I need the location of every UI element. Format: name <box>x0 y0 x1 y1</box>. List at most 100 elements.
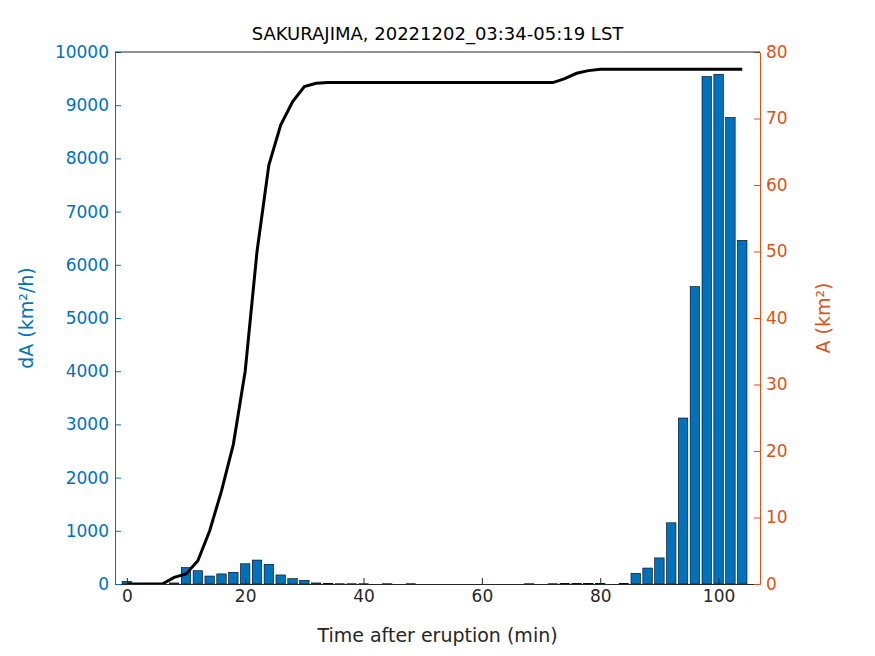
x-axis-title: Time after eruption (min) <box>316 624 557 646</box>
tick-label: 50 <box>766 241 788 261</box>
axis-line <box>116 584 761 585</box>
bar <box>371 584 380 585</box>
tick: 5000 <box>66 308 121 328</box>
tick-label: 7000 <box>66 202 109 222</box>
tick-mark <box>754 318 760 319</box>
tick-label: 10000 <box>55 42 109 62</box>
bar <box>619 583 628 584</box>
tick-mark <box>754 451 760 452</box>
tick-label: 70 <box>766 108 788 128</box>
tick-mark <box>754 252 760 253</box>
y-axis-title: dA (km²/h) <box>15 267 37 369</box>
tick-label: 10 <box>766 507 788 527</box>
tick-mark <box>364 578 365 584</box>
tick-mark <box>115 265 121 266</box>
bar <box>548 583 557 584</box>
axis-line <box>760 53 761 585</box>
tick-label: 2000 <box>66 468 109 488</box>
bar <box>560 583 569 584</box>
bar <box>276 575 285 584</box>
tick-label: 60 <box>472 586 494 606</box>
tick: 0 <box>98 574 121 594</box>
bar <box>465 584 474 585</box>
bar <box>418 584 427 585</box>
bar <box>229 572 238 584</box>
tick: 10000 <box>55 42 121 62</box>
tick: 20 <box>235 578 257 606</box>
bar <box>347 583 356 584</box>
bar <box>584 583 593 584</box>
tick: 40 <box>754 308 788 328</box>
bar <box>489 584 498 585</box>
tick: 2000 <box>66 468 121 488</box>
bar <box>240 564 249 584</box>
bar <box>169 583 178 584</box>
bar <box>205 576 214 584</box>
tick: 80 <box>590 578 612 606</box>
tick: 70 <box>754 108 788 128</box>
tick: 100 <box>703 578 735 606</box>
tick-mark <box>754 185 760 186</box>
tick-label: 80 <box>590 586 612 606</box>
tick-label: 1000 <box>66 521 109 541</box>
tick-label: 20 <box>766 441 788 461</box>
tick-mark <box>115 531 121 532</box>
tick-label: 0 <box>98 574 109 594</box>
bar <box>738 240 747 584</box>
bar <box>631 573 640 584</box>
tick-label: 8000 <box>66 148 109 168</box>
tick-label: 6000 <box>66 255 109 275</box>
bar <box>536 584 545 585</box>
plot-area <box>122 69 747 584</box>
tick: 20 <box>754 441 788 461</box>
bar <box>217 574 226 584</box>
tick-label: 100 <box>703 586 735 606</box>
bar <box>702 76 711 584</box>
y-axis: 0 1000 2000 3000 4000 5000 6000 7000 8000 9000 100… <box>55 42 121 594</box>
tick-mark <box>115 105 121 106</box>
bar <box>382 583 391 584</box>
bar <box>335 583 344 584</box>
tick: 60 <box>754 175 788 195</box>
tick: 9000 <box>66 95 121 115</box>
tick-mark <box>482 578 483 584</box>
bar <box>667 523 676 584</box>
tick-label: 3000 <box>66 414 109 434</box>
tick-label: 40 <box>766 308 788 328</box>
tick: 7000 <box>66 202 121 222</box>
tick: 0 <box>122 578 133 606</box>
x-axis: 0 20 40 60 80 100 <box>116 578 761 606</box>
tick-mark <box>115 158 121 159</box>
y2-axis: 0 10 20 30 40 50 60 70 80 <box>754 42 788 594</box>
title: SAKURAJIMA, 20221202_03:34-05:19 LST <box>252 23 625 45</box>
bar <box>394 584 403 585</box>
tick: 0 <box>754 574 777 594</box>
frame <box>115 52 760 53</box>
bar <box>311 583 320 584</box>
tick-label: 80 <box>766 42 788 62</box>
bar <box>690 287 699 584</box>
tick-mark <box>754 119 760 120</box>
tick: 50 <box>754 241 788 261</box>
tick-label: 40 <box>353 586 375 606</box>
tick-label: 4000 <box>66 361 109 381</box>
tick: 40 <box>353 578 375 606</box>
tick: 30 <box>754 374 788 394</box>
bar <box>655 558 664 584</box>
tick: 6000 <box>66 255 121 275</box>
bar <box>252 560 261 584</box>
tick-mark <box>719 578 720 584</box>
bar <box>607 584 616 585</box>
tick-mark <box>127 578 128 584</box>
tick-label: 60 <box>766 175 788 195</box>
tick: 4000 <box>66 361 121 381</box>
chart: 0204060801000100020003000400050006000700… <box>0 0 875 656</box>
bar <box>714 74 723 584</box>
tick: 1000 <box>66 521 121 541</box>
tick-mark <box>754 584 760 585</box>
bar <box>442 584 451 585</box>
bar <box>453 584 462 585</box>
tick-mark <box>245 578 246 584</box>
bar <box>524 583 533 584</box>
tick-mark <box>600 578 601 584</box>
